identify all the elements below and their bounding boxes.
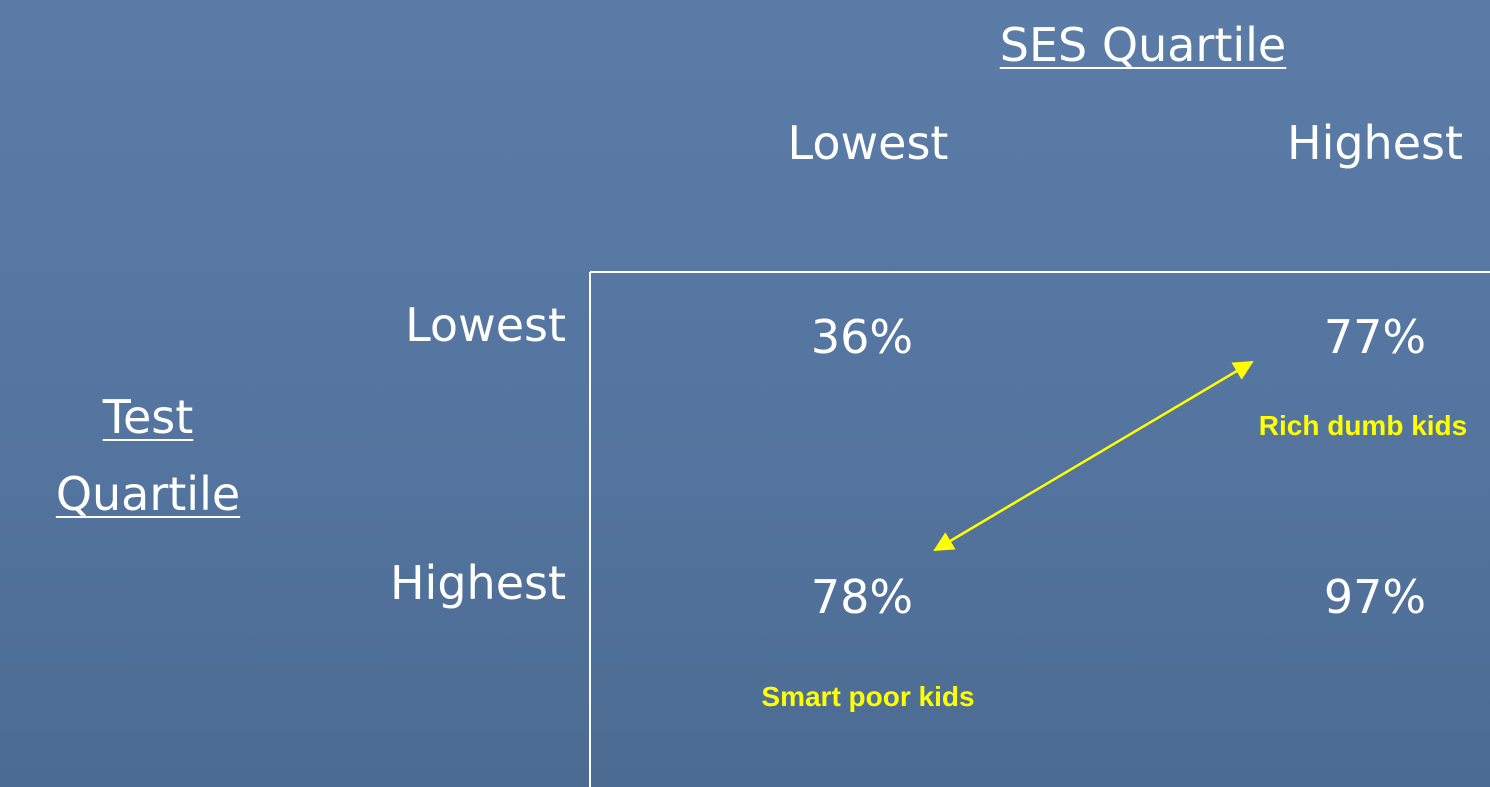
row-label: Highest bbox=[389, 556, 566, 610]
row-header: Test Quartile bbox=[55, 390, 241, 521]
cell: 36% bbox=[810, 310, 914, 364]
column-header: SES Quartile bbox=[999, 18, 1287, 72]
cell: 77% bbox=[1323, 310, 1427, 364]
cell: 97% bbox=[1323, 570, 1427, 624]
column-label: Highest bbox=[1286, 116, 1464, 170]
column-label: Lowest bbox=[787, 116, 949, 170]
cell: 78% bbox=[810, 570, 914, 624]
row-label: Lowest bbox=[405, 298, 566, 352]
comparison-arrow bbox=[933, 360, 1254, 552]
annotation: Rich dumb kids bbox=[1258, 410, 1468, 441]
annotation: Smart poor kids bbox=[761, 681, 975, 712]
